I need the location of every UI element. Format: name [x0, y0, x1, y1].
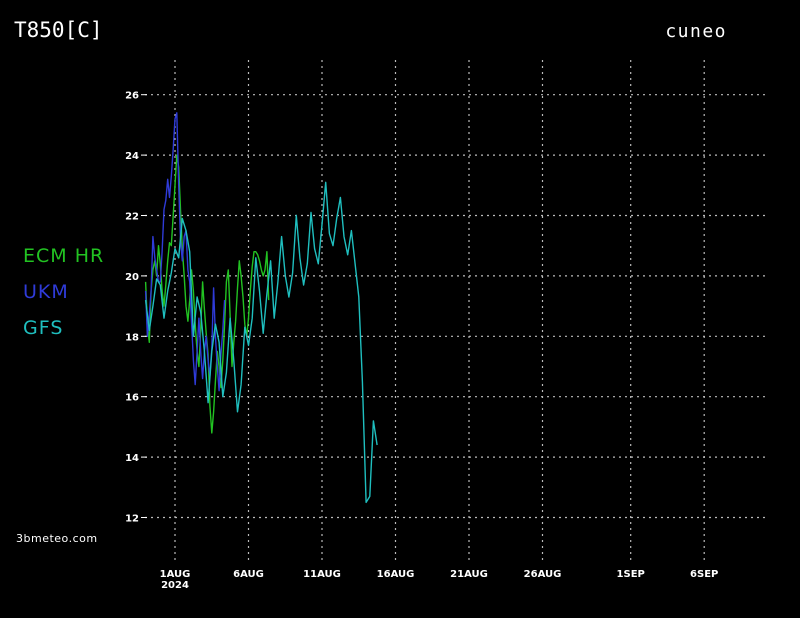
y-tick-label: 24: [125, 151, 139, 162]
y-tick-label: 22: [125, 212, 139, 223]
legend-ukm: UKM: [23, 281, 69, 303]
location-name: cuneo: [665, 21, 727, 42]
x-tick-label: 6SEP: [690, 569, 718, 580]
legend-ecm-hr: ECM HR: [23, 245, 104, 267]
series-lines: [144, 112, 378, 504]
x-tick-label: 11AUG: [303, 569, 341, 580]
y-tick-label: 12: [125, 514, 139, 525]
legend-gfs: GFS: [23, 317, 63, 339]
x-tick-label: 21AUG: [450, 569, 488, 580]
x-tick-label: 16AUG: [377, 569, 415, 580]
y-tick-label: 16: [125, 393, 139, 404]
x-tick-year-label: 2024: [161, 580, 189, 591]
y-tick-label: 26: [125, 91, 139, 102]
y-tick-label: 20: [125, 272, 139, 283]
source-credit: 3bmeteo.com: [16, 532, 98, 545]
y-tick-label: 18: [125, 332, 139, 343]
y-tick-label: 14: [125, 453, 139, 464]
variable-title: T850[C]: [14, 18, 103, 42]
series-line-gfs: [144, 181, 378, 504]
x-tick-label: 6AUG: [233, 569, 264, 580]
x-tick-label: 1SEP: [617, 569, 645, 580]
x-tick-label: 26AUG: [524, 569, 562, 580]
grid-lines: [145, 60, 765, 560]
x-tick-label: 1AUG: [160, 569, 191, 580]
y-tick-labels: 12 14 16 18 20 22 24 26: [125, 91, 147, 525]
